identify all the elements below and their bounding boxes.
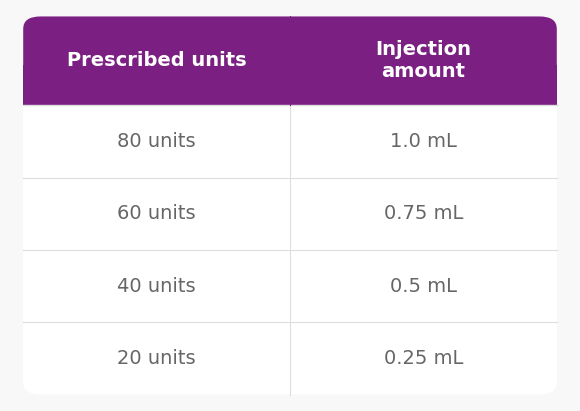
Text: 40 units: 40 units <box>117 277 196 296</box>
Text: 80 units: 80 units <box>117 132 196 151</box>
Bar <box>23 65 557 105</box>
Text: Prescribed units: Prescribed units <box>67 51 246 70</box>
Text: 0.25 mL: 0.25 mL <box>384 349 463 368</box>
FancyBboxPatch shape <box>23 16 557 395</box>
Text: 1.0 mL: 1.0 mL <box>390 132 457 151</box>
Text: 0.5 mL: 0.5 mL <box>390 277 457 296</box>
Text: 0.75 mL: 0.75 mL <box>384 204 463 223</box>
Text: 60 units: 60 units <box>117 204 196 223</box>
Text: Injection
amount: Injection amount <box>375 40 472 81</box>
Text: 20 units: 20 units <box>117 349 196 368</box>
FancyBboxPatch shape <box>23 16 557 105</box>
